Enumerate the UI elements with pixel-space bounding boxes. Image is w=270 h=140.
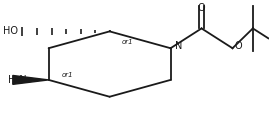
Text: O: O <box>235 41 242 51</box>
Polygon shape <box>13 75 49 84</box>
Text: HO: HO <box>3 26 18 36</box>
Text: or1: or1 <box>61 72 73 78</box>
Text: H₂N: H₂N <box>8 75 26 85</box>
Text: N: N <box>175 41 182 51</box>
Text: O: O <box>198 3 205 13</box>
Text: or1: or1 <box>122 39 134 45</box>
